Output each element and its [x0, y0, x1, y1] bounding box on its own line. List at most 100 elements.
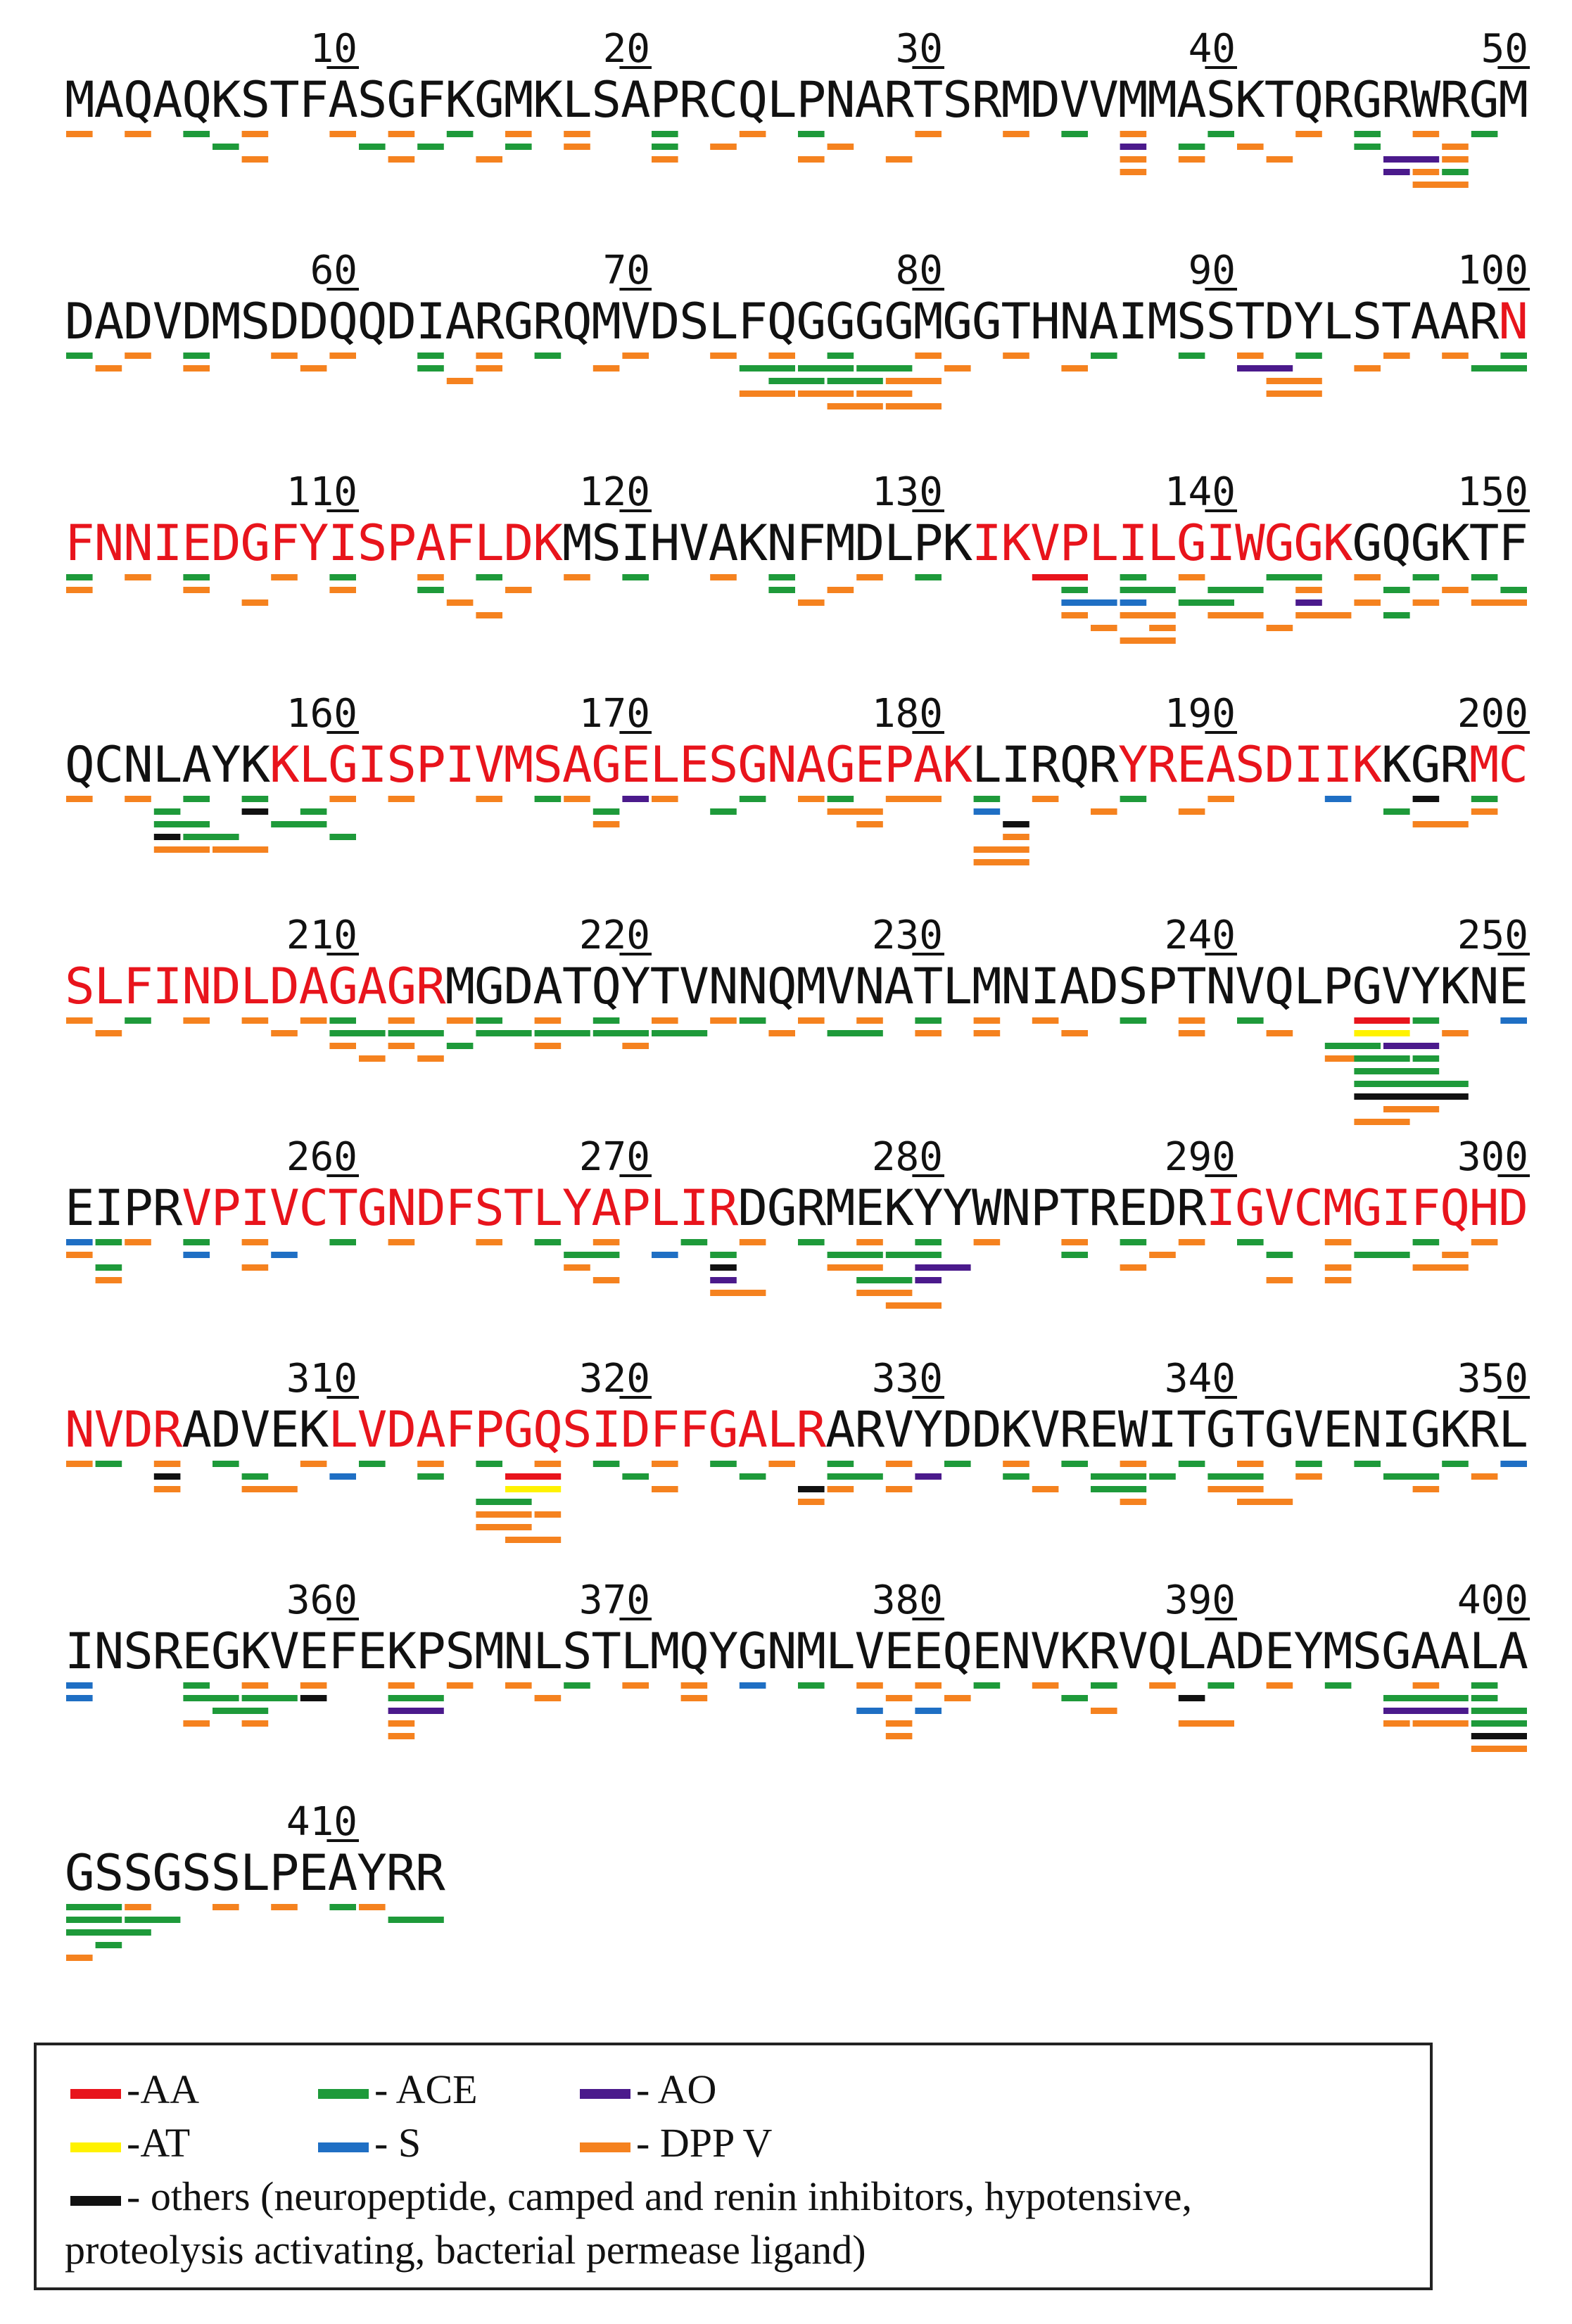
residues: ADVEK: [182, 1400, 329, 1459]
peptide-fragment-dppv: [1354, 574, 1381, 580]
peptide-fragment-dppv: [1412, 1682, 1440, 1689]
residues: EIPR: [65, 1179, 183, 1237]
peptide-fragment-ace: [125, 1017, 151, 1024]
peptide-fragment-dppv: [1149, 1252, 1176, 1258]
peptide-fragment-dppv: [1120, 169, 1147, 175]
peptide-fragment-dppv: [388, 1043, 415, 1049]
peptide-fragment-ace: [1354, 1081, 1469, 1087]
peptide-fragment-ace: [1091, 1682, 1117, 1689]
peptide-fragment-ao: [1383, 1043, 1440, 1049]
peptide-fragment-dppv: [417, 574, 444, 580]
peptide-fragment-ace: [1120, 587, 1176, 593]
peptide-fragment-s: [183, 1252, 210, 1258]
peptide-fragment-dppv: [1207, 612, 1264, 618]
position-number: 300: [1457, 1134, 1528, 1180]
peptide-fragment-dppv: [476, 365, 502, 372]
legend-label-aa: -AA: [127, 2066, 200, 2112]
peptide-fragment-ace: [622, 1473, 649, 1480]
sequence-residues: EIPRVPIVCTGNDFSTLYAPLIRDGRMEKYYWNPTREDRI…: [65, 1179, 1528, 1237]
peptide-fragment-dppv: [1120, 1461, 1147, 1467]
position-number: 290: [1165, 1134, 1236, 1180]
sequence-line: 360 370 380 390 400INSREGKVEFEKPSMNLSTLMQYGN…: [65, 1577, 1530, 1752]
sequence-line: 110 120 130 140 150FNNIEDGFYISPAFLDKMSIHVAKN…: [65, 469, 1530, 644]
peptide-fragment-ace: [768, 378, 825, 384]
peptide-fragment-ace: [1295, 353, 1322, 359]
peptide-fragment-ace: [95, 1461, 122, 1467]
peptide-fragment-dppv: [1061, 1239, 1088, 1245]
sequence-residues: GSSGSSLPEAYRR: [65, 1843, 445, 1902]
peptide-fragment-ace: [1471, 1695, 1498, 1701]
position-number: 410: [286, 1799, 357, 1845]
peptide-fragment-ace: [329, 1239, 356, 1245]
peptide-fragment-ace: [1471, 365, 1527, 372]
peptide-fragment-dppv: [798, 156, 825, 163]
peptide-fragment-dppv: [476, 1239, 502, 1245]
peptide-fragment-dppv: [1442, 587, 1469, 593]
peptide-fragment-dppv: [476, 156, 502, 163]
peptide-fragment-dppv: [592, 1277, 620, 1283]
peptide-fragment-dppv: [739, 1239, 766, 1245]
peptide-fragment-dppv: [1471, 808, 1498, 815]
peptide-fragment-dppv: [885, 1461, 913, 1467]
peptide-fragment-ace: [1500, 353, 1527, 359]
peptide-fragment-dppv: [388, 131, 415, 137]
peptide-fragment-ao: [1120, 144, 1147, 150]
position-number: 100: [1457, 248, 1528, 293]
peptide-fragment-dppv: [944, 1695, 971, 1701]
peptide-fragment-dppv: [973, 1017, 1001, 1024]
peptide-fragment-ace: [1471, 1720, 1527, 1727]
position-number: 150: [1457, 469, 1528, 515]
peptide-fragment-ace: [95, 1942, 122, 1948]
position-number: 130: [872, 469, 943, 515]
peptide-fragment-dppv: [1091, 1708, 1117, 1714]
peptide-fragment-dppv: [271, 1904, 298, 1910]
peptide-fragment-dppv: [66, 796, 93, 802]
peptide-fragment-ace: [1383, 1473, 1440, 1480]
peptide-fragment-dppv: [915, 1030, 942, 1036]
position-number: 250: [1457, 913, 1528, 958]
peptide-fragment-dppv: [768, 1461, 795, 1467]
peptide-fragment-dppv: [1178, 1239, 1205, 1245]
position-number: 280: [872, 1134, 943, 1180]
highlighted-residues: N: [1498, 292, 1528, 350]
peptide-fragment-ace: [739, 1017, 766, 1024]
position-number: 30: [896, 26, 943, 72]
peptide-fragment-ace: [1354, 1068, 1440, 1074]
peptide-fragment-ace: [241, 1695, 298, 1701]
peptide-fragment-dppv: [1442, 1030, 1469, 1036]
position-number: 240: [1165, 913, 1236, 958]
peptide-fragment-ace: [1354, 1461, 1381, 1467]
sequence-residues: NVDRADVEKLVDAFPGQSIDFFGALRARVYDDKVREWITG…: [65, 1400, 1528, 1459]
peptide-fragment-dppv: [241, 1720, 269, 1727]
peptide-fragment-ace: [1412, 1055, 1440, 1062]
peptide-fragment-ao: [1383, 156, 1440, 163]
highlighted-residues: SLFINDLDAGAGR: [65, 957, 446, 1015]
peptide-fragment-ace: [1178, 1461, 1205, 1467]
peptide-fragment-ace: [1120, 1017, 1147, 1024]
peptide-fragment-ace: [66, 1929, 151, 1936]
peptide-fragment-dppv: [1120, 637, 1176, 644]
sequence-line: 60 70 80 90 100DADVDMSDDQQDIARGRQMVDSLFQGGGG…: [65, 248, 1530, 409]
peptide-fragment-dppv: [798, 599, 825, 606]
residues: KGR: [1381, 735, 1470, 794]
legend-label-at: -AT: [127, 2120, 191, 2166]
peptide-fragment-dppv: [1032, 1486, 1059, 1492]
peptide-fragment-ace: [944, 1461, 971, 1467]
peptide-fragment-ace: [1178, 599, 1234, 606]
peptide-fragment-ace: [592, 808, 620, 815]
peptide-fragment-dppv: [856, 574, 883, 580]
peptide-fragment-dppv: [622, 1682, 649, 1689]
peptide-fragment-ace: [95, 1239, 122, 1245]
peptide-fragment-dppv: [125, 353, 151, 359]
peptide-fragment-ao: [1383, 169, 1410, 175]
peptide-fragment-dppv: [710, 574, 737, 580]
legend-swatch-dppv: [580, 2142, 630, 2152]
peptide-fragment-dppv: [241, 1017, 269, 1024]
highlighted-residues: KLGISPIVMSAGELESGNAGEPAK: [270, 735, 972, 794]
peptide-fragment-dppv: [1120, 1264, 1147, 1271]
highlighted-residues: YREASDIIK: [1118, 735, 1383, 794]
legend-item-others: - others (neuropeptide, camped and renin…: [70, 2176, 1192, 2217]
peptide-fragment-dppv: [388, 1239, 415, 1245]
peptide-fragment-dppv: [534, 1511, 562, 1518]
peptide-fragment-dppv: [1324, 1264, 1352, 1271]
